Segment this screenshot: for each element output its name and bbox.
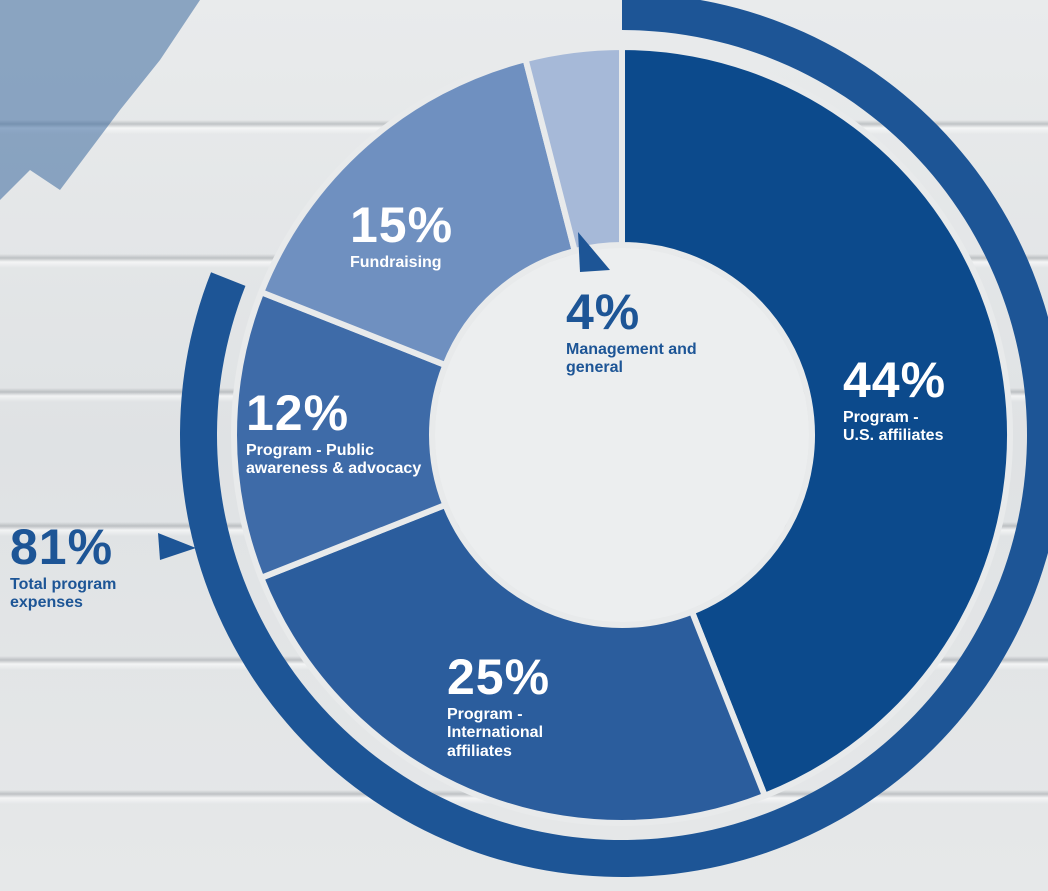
category-label: Program - Public awareness & advocacy bbox=[246, 442, 422, 478]
total-value-label: 81% bbox=[10, 519, 114, 575]
category-label: Program - International affiliates bbox=[447, 706, 544, 760]
category-label: Management and general bbox=[566, 341, 697, 377]
total-label: 81% Total program expenses bbox=[10, 522, 170, 613]
value-label: 15% bbox=[350, 197, 454, 253]
value-label: 44% bbox=[843, 352, 947, 408]
pointer-arrow bbox=[158, 533, 196, 560]
value-label: 4% bbox=[566, 284, 641, 340]
segment-label: 4% Management and general bbox=[566, 287, 716, 378]
value-label: 12% bbox=[246, 385, 350, 441]
category-label: Program - U.S. affiliates bbox=[843, 409, 944, 445]
value-label: 25% bbox=[447, 649, 551, 705]
total-category-label: Total program expenses bbox=[10, 576, 117, 612]
category-label: Fundraising bbox=[350, 254, 442, 271]
donut-segment bbox=[619, 43, 1013, 800]
pointer-arrow bbox=[578, 232, 610, 272]
segment-label: 15% Fundraising bbox=[350, 200, 500, 272]
segment-label: 12% Program - Public awareness & advocacy bbox=[246, 388, 426, 479]
segment-label: 25% Program - International affiliates bbox=[447, 652, 597, 761]
segment-label: 44% Program - U.S. affiliates bbox=[843, 355, 993, 446]
donut-segment bbox=[257, 55, 579, 369]
donut-segment bbox=[231, 288, 450, 582]
paint-stroke bbox=[0, 0, 200, 200]
donut-hole bbox=[435, 248, 809, 622]
donut-segment bbox=[257, 501, 769, 826]
